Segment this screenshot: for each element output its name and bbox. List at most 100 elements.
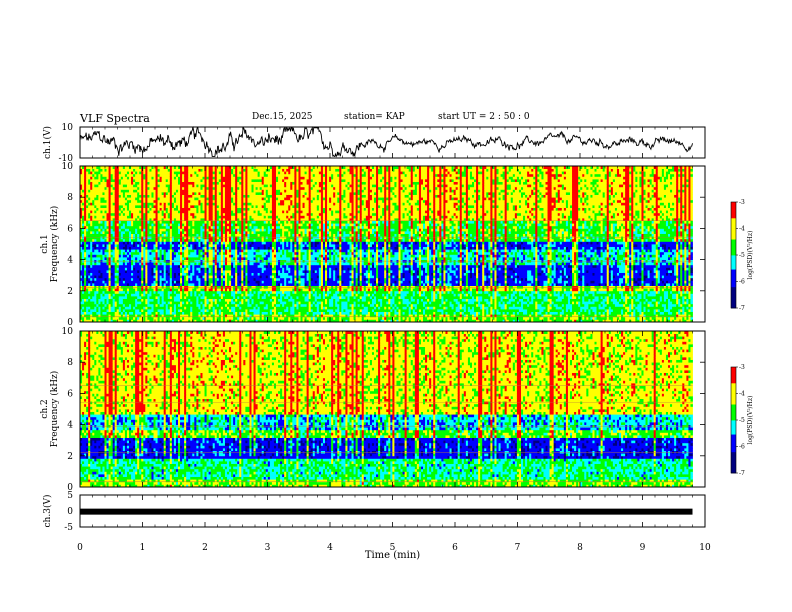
ch1-spectrogram-cell: [102, 171, 105, 175]
ch1-spectrogram-cell: [114, 210, 118, 214]
ch1-spectrogram-cell: [84, 303, 87, 307]
ch1-spectrogram-cell: [102, 179, 105, 182]
ch1-spectrogram-cell: [84, 171, 87, 175]
ch1-spectrogram-cell: [88, 272, 91, 276]
ch1-spectrogram-cell: [141, 249, 144, 253]
ch1-spectrogram-cell: [133, 166, 136, 169]
ch1-spectrogram-cell: [143, 244, 146, 247]
ch1-spectrogram-cell: [141, 277, 144, 281]
ch1-spectrogram-cell: [108, 267, 112, 271]
ch1-spectrogram-cell: [141, 293, 144, 297]
ch1-spectrogram-cell: [124, 207, 128, 211]
ch1-spectrogram-cell: [139, 277, 142, 281]
ch1-spectrogram-cell: [129, 192, 132, 195]
ch1-spectrogram-cell: [86, 264, 89, 268]
ch1-spectrogram-cell: [90, 246, 93, 250]
ch1-spectrogram-cell: [86, 179, 89, 182]
ch1-spectrogram-cell: [110, 283, 114, 286]
ch1-spectrogram-cell: [143, 207, 146, 211]
ch1-spectrogram-cell: [143, 199, 146, 203]
ch1-spectrogram-cell: [92, 264, 95, 268]
ch1-spectrogram-cell: [110, 309, 114, 312]
ch1-spectrogram-cell: [124, 277, 128, 281]
ch1-spectrogram-cell: [82, 301, 85, 305]
ch1-spectrogram-cell: [126, 267, 130, 271]
ch1-spectrogram-cell: [94, 192, 97, 195]
ch1-spectrogram-cell: [84, 192, 87, 195]
ch1-spectrogram-cell: [126, 197, 130, 201]
ch1-spectrogram-cell: [112, 238, 116, 242]
ch1-spectrogram-cell: [108, 192, 112, 195]
ch1-spectrogram-cell: [124, 257, 128, 260]
ch1-spectrogram-cell: [100, 249, 103, 253]
ch1-spectrogram-cell: [100, 285, 103, 289]
ch1-spectrogram-cell: [108, 303, 112, 307]
ch1-spectrogram-cell: [116, 275, 120, 279]
ch1-spectrogram-cell: [112, 168, 116, 172]
ch1-spectrogram-cell: [137, 290, 140, 294]
ch1-spectrogram-cell: [114, 309, 118, 312]
ch1-spectrogram-cell: [145, 181, 148, 185]
ch1-spectrogram-cell: [137, 233, 140, 237]
ch1-spectrogram-cell: [106, 319, 109, 323]
ch1-spectrogram-cell: [143, 251, 146, 255]
ch1-spectrogram-cell: [120, 264, 124, 268]
ch1-spectrogram-cell: [143, 171, 146, 175]
ch1-spectrogram-cell: [80, 238, 83, 242]
ch1-spectrogram-cell: [86, 275, 89, 279]
ch1-spectrogram-cell: [122, 311, 126, 315]
ch1-spectrogram-cell: [92, 251, 95, 255]
ch1-spectrogram-cell: [84, 272, 87, 276]
ch1-spectrogram-cell: [131, 270, 134, 273]
ch1-spectrogram-cell: [86, 184, 89, 188]
ch1-spectrogram-cell: [98, 262, 101, 266]
ch1-spectrogram-cell: [86, 205, 89, 208]
ch1-spectrogram-cell: [88, 202, 91, 206]
ch1-spectrogram-cell: [102, 309, 105, 312]
ch1-spectrogram-cell: [102, 192, 105, 195]
ch1-spectrogram-cell: [145, 205, 148, 208]
ch1-spectrogram-cell: [114, 283, 118, 286]
ch1-spectrogram-cell: [133, 283, 136, 286]
ch1-spectrogram-cell: [84, 194, 87, 198]
ch1-spectrogram-cell: [116, 241, 120, 245]
ch1-spectrogram-cell: [120, 202, 124, 206]
ch1-spectrogram-cell: [98, 306, 101, 310]
ch1-spectrogram-cell: [94, 264, 97, 268]
ch1-spectrogram-cell: [94, 241, 97, 245]
ch1-spectrogram-cell: [120, 303, 124, 307]
ch1-spectrogram-cell: [122, 197, 126, 201]
ch1-spectrogram-cell: [147, 311, 150, 315]
ch1-spectrogram-cell: [94, 184, 97, 188]
ch1-spectrogram-cell: [100, 309, 103, 312]
ch1-spectrogram-cell: [141, 264, 144, 268]
ch1-spectrogram-cell: [112, 228, 116, 232]
ch1-spectrogram-cell: [82, 202, 85, 206]
ch1-spectrogram-cell: [98, 241, 101, 245]
ch1-spectrogram-cell: [122, 179, 126, 182]
ch1-spectrogram-cell: [82, 277, 85, 281]
ch1-spectrogram-cell: [84, 296, 87, 299]
ch1-spectrogram-cell: [82, 303, 85, 307]
ch1-spectrogram-cell: [126, 220, 130, 224]
ch1-spectrogram-cell: [94, 270, 97, 273]
ch1-spectrogram-cell: [108, 311, 112, 315]
ch1-spectrogram-cell: [82, 199, 85, 203]
ch1-spectrogram-cell: [106, 207, 109, 211]
ch1-spectrogram-cell: [104, 197, 107, 201]
ch1-spectrogram-cell: [112, 257, 116, 260]
ch1-spectrogram-cell: [116, 231, 120, 234]
ch1-spectrogram-cell: [108, 220, 112, 224]
ch1-spectrogram-cell: [126, 199, 130, 203]
ch1-spectrogram-cell: [88, 288, 91, 292]
ch1-spectrogram-cell: [129, 303, 132, 307]
ch1-spectrogram-cell: [88, 231, 91, 234]
ch1-spectrogram-cell: [104, 303, 107, 307]
ch1-spectrogram-cell: [114, 257, 118, 260]
ch1-spectrogram-cell: [139, 309, 142, 312]
ch1-spectrogram-cell: [100, 192, 103, 195]
y-tick-label: 10: [62, 123, 74, 133]
ch1-spectrogram-cell: [108, 280, 112, 284]
ch1-spectrogram-cell: [141, 280, 144, 284]
ch1-spectrogram-cell: [102, 277, 105, 281]
